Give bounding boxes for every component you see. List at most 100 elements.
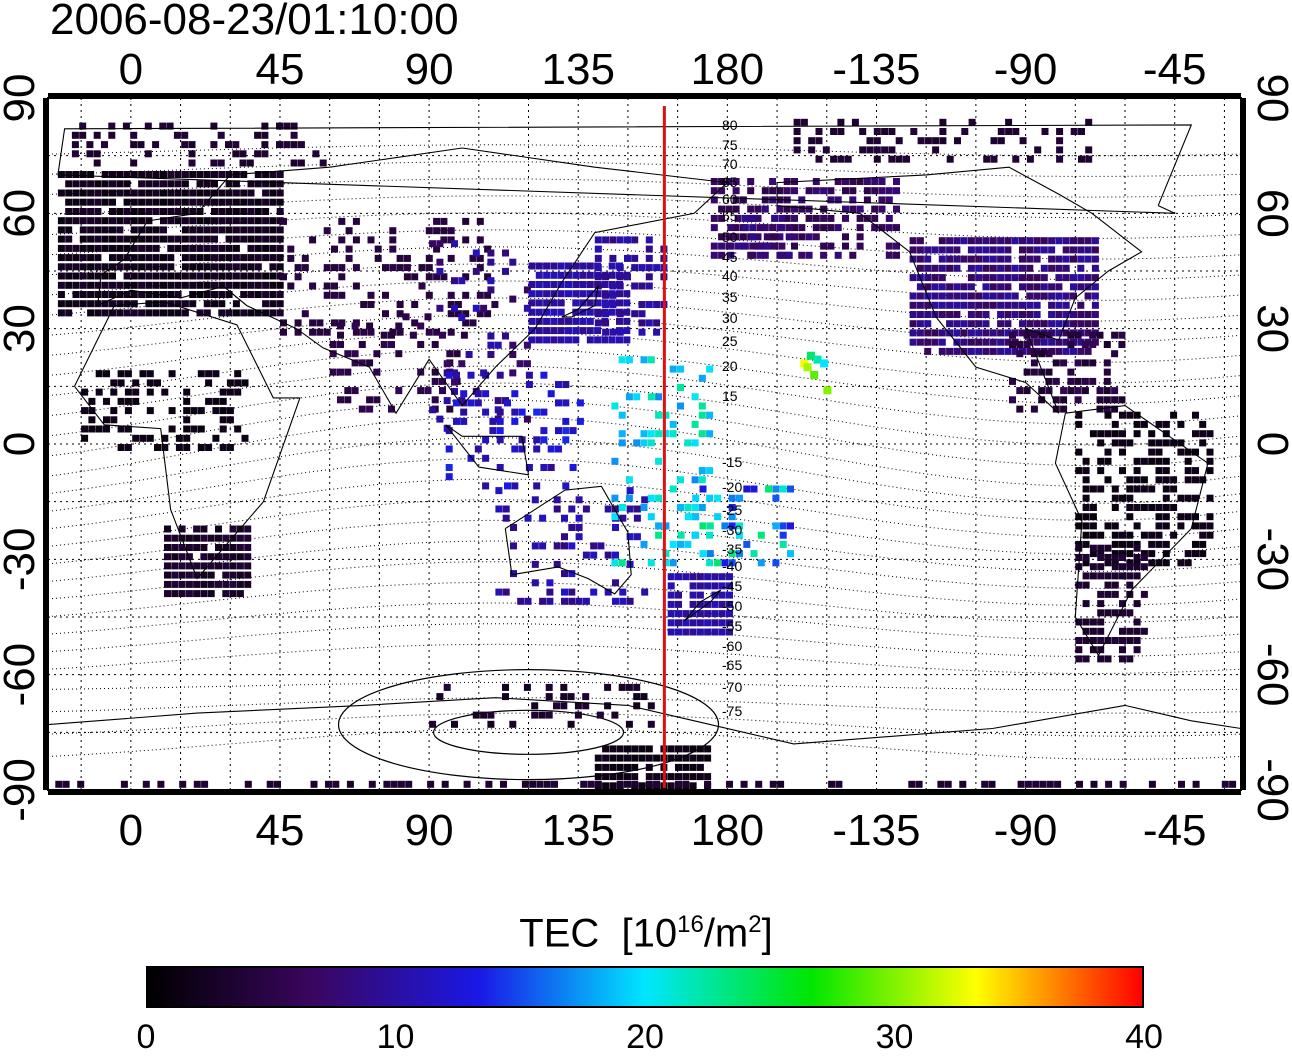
tec-cell <box>222 553 230 561</box>
tec-cell <box>551 780 558 788</box>
lat-tick-label-right: -60 <box>1248 643 1292 707</box>
tec-cell <box>675 573 682 581</box>
tec-cell <box>175 434 183 442</box>
tec-cell <box>218 254 226 262</box>
tec-cell <box>117 370 125 378</box>
tec-cell <box>88 425 96 433</box>
tec-cell <box>689 582 697 590</box>
tec-cell <box>938 338 946 346</box>
tec-cell <box>535 290 543 298</box>
tec-cell <box>967 255 975 263</box>
tec-cell <box>160 217 167 225</box>
tec-cell <box>1199 430 1207 438</box>
tec-cell <box>631 773 639 781</box>
tec-cell <box>212 407 220 415</box>
tec-cell <box>1133 467 1141 475</box>
tec-cell <box>1126 513 1134 521</box>
tec-cell <box>618 683 626 691</box>
colorbar-unit-mid: /m <box>703 911 749 956</box>
tec-cell <box>624 745 631 753</box>
tec-cell <box>609 236 617 244</box>
tec-cell <box>1148 780 1156 788</box>
tec-cell <box>109 244 116 252</box>
tec-cell <box>403 254 411 262</box>
tec-cell <box>582 693 590 701</box>
tec-cell <box>373 368 381 376</box>
tec-cell <box>109 217 116 225</box>
tec-cell <box>181 263 189 271</box>
tec-cell <box>79 217 87 225</box>
tec-cell <box>130 309 138 317</box>
tec-cell <box>388 405 395 413</box>
tec-cell <box>211 171 218 178</box>
tec-cell <box>1038 350 1046 358</box>
tec-cell <box>178 571 186 579</box>
tec-cell <box>1103 387 1111 395</box>
tec-cell <box>579 281 587 288</box>
tec-cell <box>837 155 845 163</box>
tec-cell <box>968 118 976 126</box>
tec-cell <box>1206 430 1214 438</box>
tec-cell <box>345 245 353 253</box>
tec-cell <box>482 454 490 462</box>
tec-cell <box>290 122 298 130</box>
tec-cell <box>446 350 454 358</box>
tec-cell <box>485 780 493 788</box>
tec-cell <box>1097 655 1105 663</box>
tec-cell <box>616 317 623 325</box>
mlat-contour <box>47 178 1242 198</box>
tec-cell <box>675 754 682 762</box>
tec-cell <box>145 244 153 252</box>
tec-cell <box>496 408 504 416</box>
tec-cell <box>1097 467 1105 475</box>
tec-cell <box>939 118 947 126</box>
tec-cell <box>160 263 167 271</box>
tec-cell <box>269 171 277 178</box>
tec-cell <box>638 328 646 336</box>
tec-cell <box>756 242 764 250</box>
tec-cell <box>431 377 439 385</box>
colorbar-title-text: TEC <box>519 911 600 956</box>
tec-cell <box>849 178 857 185</box>
tec-cell <box>1016 405 1024 413</box>
tec-cell <box>164 525 171 533</box>
tec-cell <box>502 588 510 596</box>
tec-cell <box>262 272 270 280</box>
tec-cell <box>500 780 507 788</box>
tec-cell <box>739 233 747 241</box>
tec-cell <box>431 368 439 376</box>
tec-cell <box>1077 246 1085 254</box>
tec-cell <box>276 281 284 289</box>
tec-cell <box>1045 377 1053 385</box>
tec-cell <box>1126 627 1134 635</box>
tec-cell <box>262 300 270 308</box>
tec-cell <box>352 282 360 290</box>
tec-cell <box>203 226 211 234</box>
tec-cell <box>567 693 575 701</box>
tec-cell <box>916 283 924 291</box>
tec-cell <box>110 388 118 396</box>
tec-cell <box>718 600 726 608</box>
tec-cell <box>698 411 706 419</box>
tec-cell <box>239 159 247 167</box>
tec-cell <box>188 159 196 167</box>
tec-cell <box>1126 559 1134 567</box>
tec-cell <box>726 591 733 599</box>
tec-cell <box>772 559 780 567</box>
tec-cell <box>1062 338 1070 346</box>
tec-cell <box>1140 563 1148 571</box>
tec-cell <box>761 205 769 213</box>
tec-cell <box>160 291 167 298</box>
tec-cell <box>989 329 997 337</box>
tec-cell <box>101 300 109 308</box>
tec-cell <box>1019 246 1026 254</box>
tec-cell <box>924 320 932 328</box>
tec-cell <box>754 233 762 241</box>
tec-cell <box>261 141 269 149</box>
tec-cell <box>805 233 813 241</box>
tec-cell <box>110 379 118 387</box>
tec-cell <box>152 272 160 280</box>
tec-cell <box>417 341 425 348</box>
tec-cell <box>1026 155 1034 163</box>
tec-cell <box>189 254 197 262</box>
